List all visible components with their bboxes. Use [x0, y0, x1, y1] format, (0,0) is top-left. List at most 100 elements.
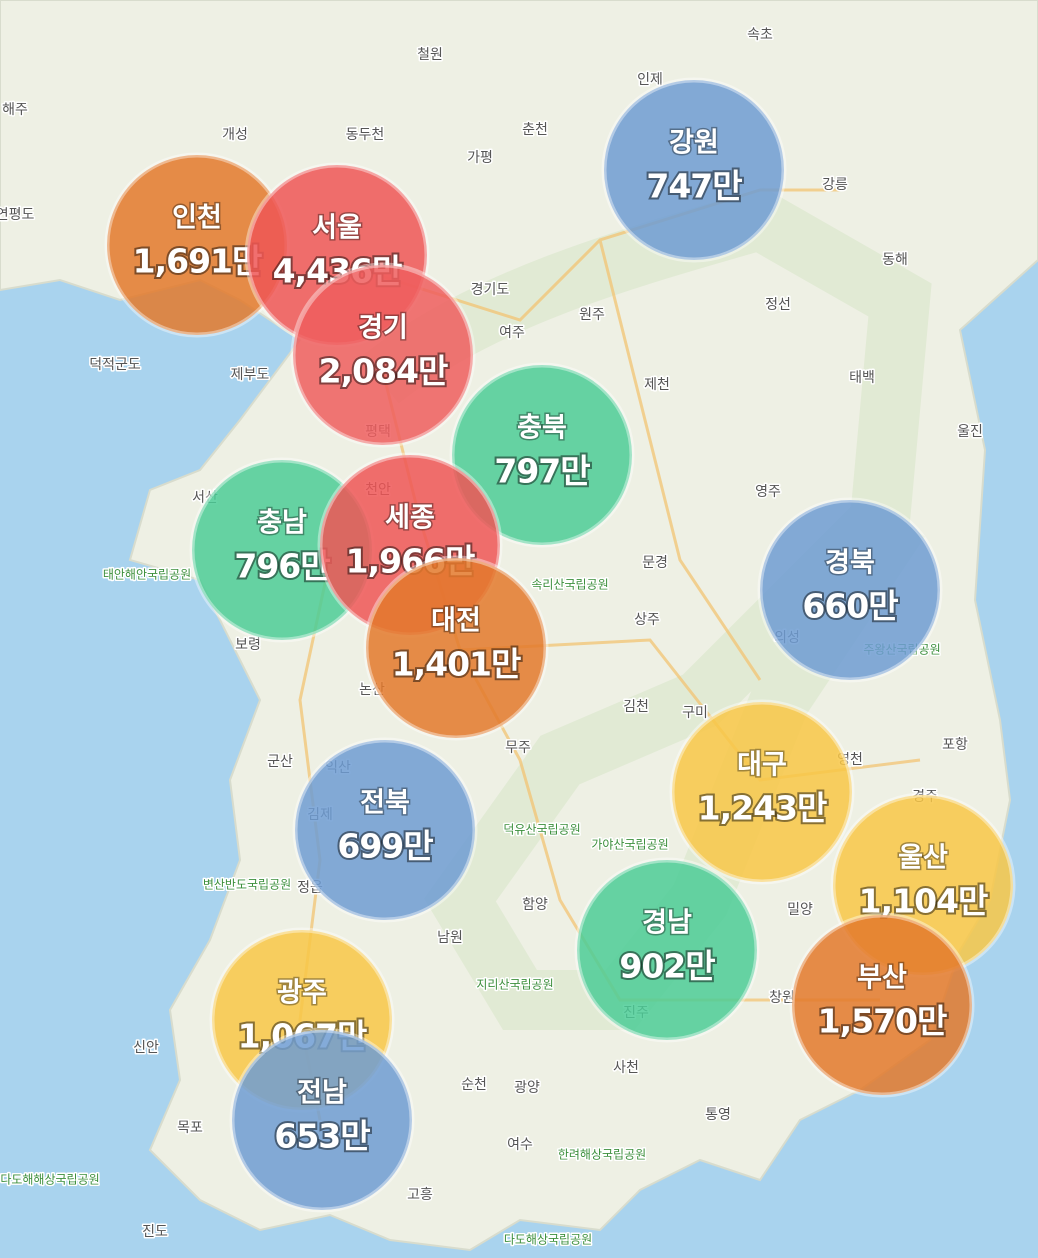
bubble — [363, 555, 549, 741]
place-label: 속리산국립공원 — [531, 578, 608, 592]
region-name: 서울 — [312, 213, 362, 244]
place-label: 밀양 — [787, 902, 813, 918]
bubble — [757, 497, 943, 683]
region-bubbles: 인천1,691만서울4,436만경기2,084만강원747만충북797만충남79… — [104, 77, 1016, 1213]
bubble — [229, 1027, 415, 1213]
place-label: 사천 — [613, 1060, 639, 1076]
region-value: 1,243만 — [698, 789, 827, 828]
bubble — [669, 699, 855, 885]
region-value: 699만 — [337, 827, 433, 866]
place-label: 고흥 — [407, 1187, 433, 1203]
place-label: 가평 — [467, 150, 493, 166]
place-label: 연평도 — [0, 207, 34, 223]
place-label: 정선 — [765, 297, 791, 313]
region-bubble: 대전 1,401만 — [363, 555, 549, 741]
place-label: 원주 — [579, 307, 605, 323]
place-label: 순천 — [461, 1077, 487, 1093]
place-label: 태백 — [849, 370, 875, 386]
region-bubble: 부산 1,570만 — [789, 912, 975, 1098]
place-label: 군산 — [267, 754, 293, 770]
bubble — [601, 77, 787, 263]
region-value: 1,691만 — [133, 242, 262, 281]
place-label: 진도 — [142, 1224, 168, 1240]
bubble — [449, 362, 635, 548]
region-bubble: 충북 797만 — [449, 362, 635, 548]
place-label: 덕적군도 — [89, 357, 141, 373]
region-name: 인천 — [172, 203, 222, 234]
place-label: 울진 — [957, 424, 983, 440]
region-bubble: 인천 1,691만 — [104, 152, 290, 338]
place-label: 개성 — [222, 127, 248, 143]
place-label: 광양 — [514, 1080, 540, 1096]
region-bubble: 전북 699만 — [292, 737, 478, 923]
region-value: 2,084만 — [319, 352, 448, 391]
region-bubble: 강원 747만 — [601, 77, 787, 263]
region-name: 충북 — [517, 413, 567, 444]
region-name: 세종 — [385, 503, 435, 534]
place-label: 지리산국립공원 — [476, 978, 553, 992]
place-label: 다도해해상국립공원 — [0, 1173, 99, 1187]
region-bubble: 충남 796만 — [189, 457, 375, 643]
place-label: 김천 — [623, 699, 649, 715]
region-name: 충남 — [257, 508, 307, 539]
place-label: 제부도 — [231, 367, 270, 383]
place-label: 경기도 — [471, 282, 510, 298]
region-name: 광주 — [277, 978, 327, 1009]
place-label: 춘천 — [522, 122, 548, 138]
region-value: 902만 — [619, 947, 715, 986]
place-label: 남원 — [437, 930, 463, 946]
place-label: 해주 — [2, 102, 28, 118]
region-value: 660만 — [802, 587, 898, 626]
region-name: 강원 — [669, 128, 719, 159]
region-bubble: 대구 1,243만 — [669, 699, 855, 885]
region-name: 대구 — [737, 750, 787, 781]
region-name: 부산 — [857, 963, 907, 994]
region-value: 653만 — [274, 1117, 370, 1156]
place-label: 구미 — [682, 705, 708, 721]
place-label: 문경 — [642, 555, 668, 571]
region-value: 1,401만 — [392, 645, 521, 684]
place-label: 태안해안국립공원 — [103, 568, 191, 582]
place-label: 한려해상국립공원 — [558, 1148, 646, 1162]
region-bubble: 울산 1,104만 — [830, 792, 1016, 978]
place-label: 가야산국립공원 — [591, 838, 668, 852]
place-label: 통영 — [705, 1107, 731, 1123]
place-label: 무주 — [505, 740, 531, 756]
place-label: 포항 — [942, 737, 968, 753]
place-label: 여주 — [499, 325, 525, 341]
place-label: 제천 — [644, 377, 670, 393]
bubble — [290, 262, 476, 448]
place-label: 함양 — [522, 897, 548, 913]
region-value: 797만 — [494, 452, 590, 491]
place-label: 강릉 — [822, 177, 848, 193]
place-label: 변산반도국립공원 — [203, 878, 291, 892]
place-label: 동해 — [882, 252, 908, 268]
region-name: 전남 — [297, 1078, 347, 1109]
region-name: 전북 — [360, 788, 410, 819]
place-label: 덕유산국립공원 — [503, 823, 580, 837]
place-label: 동두천 — [346, 127, 385, 143]
region-bubble: 전남 653만 — [229, 1027, 415, 1213]
place-label: 창원 — [769, 990, 795, 1006]
region-name: 울산 — [898, 843, 948, 874]
place-label: 신안 — [133, 1040, 159, 1056]
region-value: 796만 — [234, 547, 330, 586]
region-value: 747만 — [646, 167, 742, 206]
bubble — [789, 912, 975, 1098]
region-value: 1,104만 — [859, 882, 988, 921]
place-label: 인제 — [637, 72, 663, 88]
place-label: 여수 — [507, 1137, 533, 1153]
region-bubble: 경기 2,084만 — [290, 262, 476, 448]
region-name: 경기 — [358, 313, 408, 344]
region-name: 대전 — [431, 606, 481, 637]
region-value: 1,570만 — [818, 1002, 947, 1041]
region-name: 경남 — [642, 908, 692, 939]
bubble — [574, 857, 760, 1043]
place-label: 상주 — [634, 612, 660, 628]
place-label: 목포 — [177, 1120, 203, 1136]
bubble — [292, 737, 478, 923]
place-label: 속초 — [747, 27, 773, 43]
